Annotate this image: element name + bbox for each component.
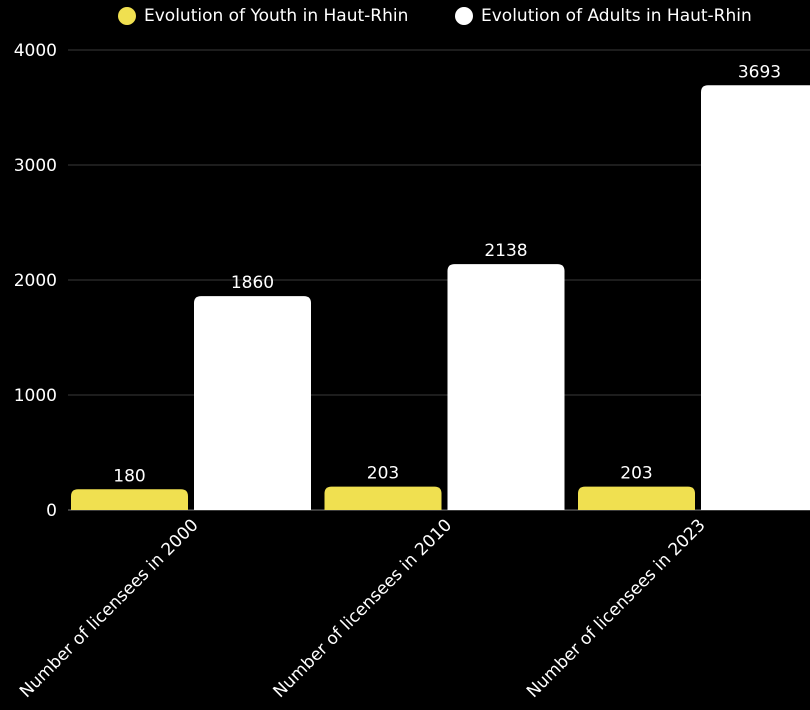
x-tick-label: Number of licensees in 2000 — [16, 515, 202, 701]
legend: Evolution of Youth in Haut-Rhin Evolutio… — [0, 6, 810, 32]
data-label: 1860 — [231, 273, 274, 293]
bar-youth-2[interactable] — [324, 486, 442, 510]
legend-swatch-adults — [455, 7, 473, 25]
bar-youth-3[interactable] — [578, 486, 695, 510]
y-tick-label: 4000 — [14, 41, 57, 61]
grid-lines — [68, 49, 810, 511]
legend-label-adults: Evolution of Adults in Haut-Rhin — [481, 6, 752, 26]
legend-item-youth[interactable]: Evolution of Youth in Haut-Rhin — [118, 6, 408, 26]
x-tick-label: Number of licensees in 2023 — [523, 515, 709, 701]
bar-youth-1[interactable] — [71, 489, 188, 510]
data-label: 203 — [367, 464, 399, 484]
bar-adults-2[interactable] — [447, 264, 565, 510]
y-axis: 0 1000 2000 3000 4000 — [14, 41, 57, 521]
x-tick-label: Number of licensees in 2010 — [270, 515, 456, 701]
bar-adults-1[interactable] — [194, 296, 311, 510]
data-label: 3693 — [738, 62, 781, 82]
y-tick-label: 0 — [46, 501, 57, 521]
legend-swatch-youth — [118, 7, 136, 25]
data-label: 203 — [620, 464, 652, 484]
y-tick-label: 2000 — [14, 271, 57, 291]
data-label: 180 — [113, 466, 145, 486]
data-labels: 180 1860 203 2138 203 3693 — [113, 62, 781, 486]
legend-item-adults[interactable]: Evolution of Adults in Haut-Rhin — [455, 6, 752, 26]
bars — [71, 85, 810, 510]
bar-adults-3[interactable] — [701, 85, 810, 510]
legend-label-youth: Evolution of Youth in Haut-Rhin — [144, 6, 409, 26]
data-label: 2138 — [484, 241, 527, 261]
x-axis: Number of licensees in 2000 Number of lic… — [16, 515, 709, 701]
y-tick-label: 3000 — [14, 156, 57, 176]
y-tick-label: 1000 — [14, 386, 57, 406]
